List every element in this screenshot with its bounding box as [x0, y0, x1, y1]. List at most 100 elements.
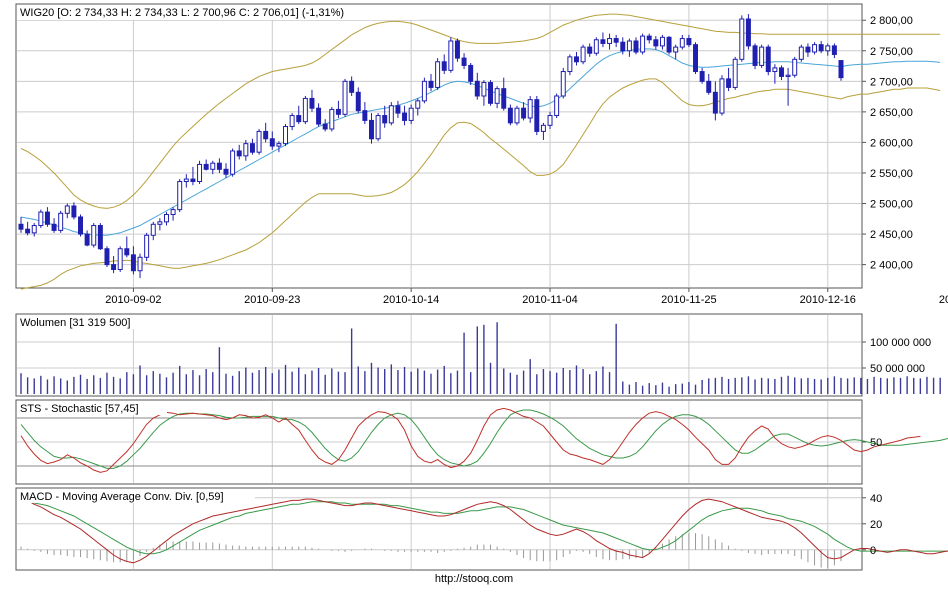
date-tick-label-1: 2010-09-23	[244, 294, 300, 306]
candle-up	[421, 80, 427, 102]
candle-up	[825, 45, 831, 52]
price-ytick-label-1: 2 450,00	[870, 229, 913, 241]
candle-down	[574, 56, 579, 63]
candle-up	[679, 38, 685, 48]
candle-up	[243, 143, 249, 157]
candle-down	[263, 130, 269, 140]
candle-down	[693, 44, 699, 73]
macd-ytick-label-0: 0	[870, 545, 876, 557]
candle-down	[335, 108, 341, 115]
candle-down	[322, 123, 328, 130]
price-ytick-label-0: 2 400,00	[870, 260, 913, 272]
candle-down	[349, 80, 355, 93]
macd-main-line	[20, 496, 948, 564]
macd-histogram	[20, 533, 842, 569]
stochastic-ytick-label-0: 50	[870, 437, 882, 449]
moving-average-line	[20, 48, 941, 236]
stochastic-grid	[17, 401, 861, 483]
candle-up	[659, 36, 665, 47]
candle-up	[798, 46, 804, 60]
candle-down	[223, 168, 229, 175]
candle-up	[144, 234, 150, 258]
candle-up	[739, 18, 745, 60]
macd-lines	[20, 496, 948, 564]
candle-up	[719, 78, 725, 114]
candle-down	[726, 78, 732, 88]
volume-bars	[20, 322, 941, 394]
candle-down	[355, 91, 361, 112]
candle-up	[812, 44, 818, 53]
date-tick-label-2: 2010-10-14	[383, 294, 439, 306]
candle-down	[454, 40, 460, 59]
candle-down	[296, 115, 302, 123]
candle-up	[302, 97, 308, 123]
candle-down	[441, 61, 447, 71]
candle-up	[38, 211, 44, 227]
candle-up	[230, 150, 236, 175]
candle-up	[177, 181, 183, 211]
candle-up	[547, 115, 553, 126]
price-panel: 2 400,00 2 450,00 2 500,00 2 550,00 2 600,00…	[15, 3, 948, 306]
candle-down	[78, 216, 83, 235]
date-tick-label-3: 2010-11-04	[522, 294, 577, 306]
stochastic-d-line	[20, 409, 948, 469]
candle-up	[31, 225, 37, 234]
candle-down	[600, 39, 606, 44]
candle-up	[514, 107, 520, 124]
candle-down	[818, 44, 824, 52]
candle-down	[838, 60, 844, 79]
candle-down	[534, 99, 540, 132]
candle-down	[461, 57, 467, 66]
candlesticks	[18, 14, 844, 279]
candle-down	[488, 82, 493, 104]
candle-down	[130, 254, 136, 272]
candle-down	[633, 40, 639, 53]
price-ytick-label-6: 2 700,00	[870, 76, 913, 88]
candle-up	[276, 143, 282, 147]
candle-down	[752, 45, 758, 66]
volume-panel-frame	[15, 313, 863, 397]
candle-up	[792, 58, 798, 76]
candle-down	[653, 39, 659, 47]
price-title: WIG20 [O: 2 734,33 H: 2 734,33 L: 2 700,…	[20, 7, 344, 19]
macd-title: MACD - Moving Average Conv. Div. [0,59]	[20, 491, 224, 503]
candle-down	[613, 38, 619, 43]
candle-up	[640, 35, 646, 53]
candle-up	[759, 46, 765, 66]
price-ytick-label-3: 2 550,00	[870, 168, 913, 180]
candle-up	[785, 74, 791, 77]
candle-up	[415, 100, 421, 109]
source-link[interactable]: http://stooq.com	[434, 573, 514, 585]
macd-ytick-label-2: 40	[870, 493, 882, 505]
candle-up	[150, 223, 156, 236]
candle-down	[44, 211, 50, 225]
stochastic-lines	[20, 407, 948, 473]
candle-down	[501, 88, 507, 109]
candle-down	[18, 223, 24, 230]
macd-title-bg	[17, 489, 255, 503]
candle-down	[805, 46, 811, 53]
candle-down	[686, 38, 692, 46]
candle-up	[554, 95, 560, 117]
candle-up	[567, 56, 573, 73]
candle-down	[468, 64, 474, 82]
candle-down	[203, 163, 209, 170]
candle-up	[183, 178, 189, 183]
bollinger-bands	[20, 13, 941, 290]
price-title-bg	[17, 5, 419, 20]
volume-ytick-label-0: 50 000 000	[870, 363, 925, 375]
candle-up	[388, 105, 394, 124]
candle-down	[369, 119, 374, 140]
candle-up	[283, 126, 288, 145]
candle-down	[362, 110, 368, 121]
candle-down	[84, 233, 90, 246]
candle-down	[765, 46, 771, 73]
bollinger-upper-line	[20, 13, 941, 209]
candle-down	[97, 225, 103, 250]
date-tick-label-6: 2011-01-06	[939, 294, 948, 306]
volume-panel: 50 000 000 100 000 000 Wolumen [31 319 50…	[15, 313, 941, 397]
candle-up	[137, 256, 143, 272]
candle-down	[309, 97, 315, 109]
candle-down	[249, 143, 255, 153]
candle-down	[587, 46, 593, 54]
